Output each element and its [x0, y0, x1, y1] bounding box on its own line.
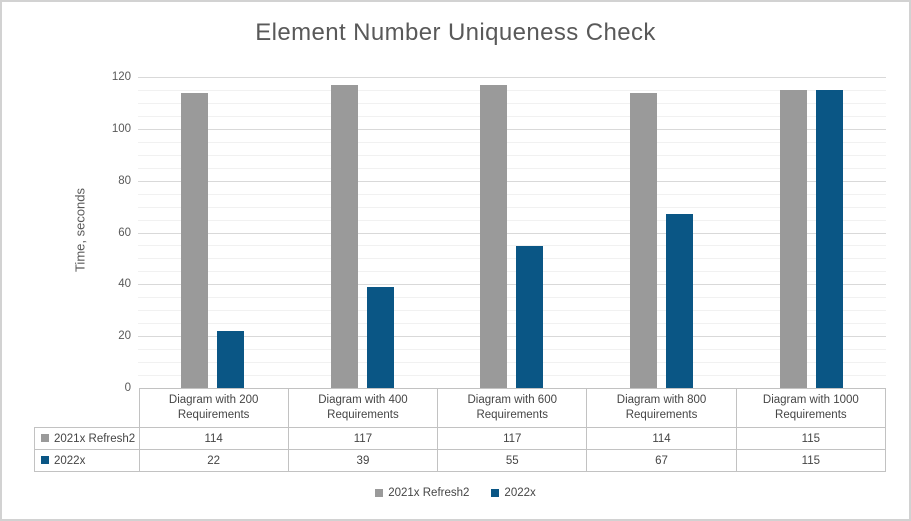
y-tick-label: 100 — [111, 123, 131, 135]
gridline-minor — [138, 116, 886, 117]
gridline-minor — [138, 310, 886, 311]
bar-2022x-diagram-with-400-requirements — [366, 286, 394, 388]
table-value-2022x-diagram-with-800-requirements: 67 — [586, 449, 737, 472]
table-header-diagram-with-1000-requirements: Diagram with 1000 Requirements — [735, 388, 887, 428]
category-group-diagram-with-600-requirements — [437, 77, 587, 388]
gridline-major — [138, 233, 886, 234]
gridline-minor — [138, 142, 886, 143]
gridline-minor — [138, 194, 886, 195]
y-tick-label: 60 — [118, 227, 131, 239]
gridline-major — [138, 284, 886, 285]
y-tick-label: 120 — [111, 71, 131, 83]
bar-2021x-refresh2-diagram-with-400-requirements — [330, 84, 358, 388]
gridline-minor — [138, 103, 886, 104]
chart-title: Element Number Uniqueness Check — [255, 19, 656, 46]
y-tick-label: 0 — [124, 382, 131, 394]
y-tick-label: 80 — [118, 175, 131, 187]
table-value-2021x-refresh2-diagram-with-800-requirements: 114 — [586, 427, 737, 450]
legend-item-2022x: 2022x — [491, 487, 536, 499]
table-value-2022x-diagram-with-1000-requirements: 115 — [735, 449, 887, 472]
table-header-diagram-with-400-requirements: Diagram with 400 Requirements — [287, 388, 439, 428]
bar-2022x-diagram-with-200-requirements — [217, 331, 245, 388]
gridline-minor — [138, 245, 886, 246]
table-value-2021x-refresh2-diagram-with-400-requirements: 117 — [287, 427, 439, 450]
y-tick-label: 40 — [118, 278, 131, 290]
legend-swatch-icon — [491, 489, 500, 497]
bar-2021x-refresh2-diagram-with-800-requirements — [630, 92, 658, 388]
gridline-minor — [138, 90, 886, 91]
series-swatch-icon — [41, 433, 49, 442]
bar-2022x-diagram-with-600-requirements — [516, 245, 544, 388]
table-value-2022x-diagram-with-600-requirements: 55 — [437, 449, 588, 472]
legend-label: 2021x Refresh2 — [388, 487, 470, 499]
category-group-diagram-with-1000-requirements — [736, 77, 886, 388]
table-header-diagram-with-200-requirements: Diagram with 200 Requirements — [138, 388, 289, 428]
y-axis-tick-labels: 0 20 40 60 80 100 120 — [2, 71, 131, 394]
bar-2021x-refresh2-diagram-with-600-requirements — [480, 84, 508, 388]
gridline-minor — [138, 155, 886, 156]
gridline-minor — [138, 258, 886, 259]
series-swatch-icon — [41, 455, 49, 464]
gridline-minor — [138, 297, 886, 298]
data-table: Diagram with 200 Requirements Diagram wit… — [34, 388, 887, 472]
bar-2021x-refresh2-diagram-with-200-requirements — [181, 92, 209, 388]
legend-item-2021x-refresh2: 2021x Refresh2 — [375, 487, 469, 499]
gridline-minor — [138, 168, 886, 169]
gridline-minor — [138, 362, 886, 363]
gridline-minor — [138, 375, 886, 376]
table-corner-cell — [35, 389, 140, 428]
bar-2021x-refresh2-diagram-with-1000-requirements — [779, 90, 807, 388]
y-tick-label: 20 — [118, 330, 131, 342]
gridline-minor — [138, 220, 886, 221]
category-group-diagram-with-400-requirements — [288, 77, 438, 388]
bar-2022x-diagram-with-1000-requirements — [815, 90, 843, 388]
gridline-major — [138, 336, 886, 337]
legend-swatch-icon — [375, 489, 384, 497]
bar-2022x-diagram-with-800-requirements — [666, 214, 694, 388]
plot-area — [138, 77, 886, 388]
category-group-diagram-with-200-requirements — [138, 77, 288, 388]
gridline-major — [138, 181, 886, 182]
table-value-2022x-diagram-with-200-requirements: 22 — [138, 449, 289, 472]
table-series-label-2022x: 2022x — [34, 449, 140, 472]
table-header-diagram-with-800-requirements: Diagram with 800 Requirements — [586, 388, 737, 428]
gridline-minor — [138, 323, 886, 324]
table-header-diagram-with-600-requirements: Diagram with 600 Requirements — [437, 388, 588, 428]
table-value-2021x-refresh2-diagram-with-1000-requirements: 115 — [735, 427, 887, 450]
legend-label: 2022x — [504, 487, 536, 499]
legend: 2021x Refresh2 2022x — [2, 487, 909, 499]
category-group-diagram-with-800-requirements — [587, 77, 737, 388]
gridline-minor — [138, 207, 886, 208]
table-value-2022x-diagram-with-400-requirements: 39 — [287, 449, 439, 472]
table-series-label-2021x-refresh2: 2021x Refresh2 — [34, 427, 140, 450]
gridline-major — [138, 77, 886, 78]
bar-groups — [138, 77, 886, 388]
gridline-major — [138, 129, 886, 130]
table-value-2021x-refresh2-diagram-with-200-requirements: 114 — [138, 427, 289, 450]
gridline-minor — [138, 271, 886, 272]
gridline-minor — [138, 349, 886, 350]
table-value-2021x-refresh2-diagram-with-600-requirements: 117 — [437, 427, 588, 450]
